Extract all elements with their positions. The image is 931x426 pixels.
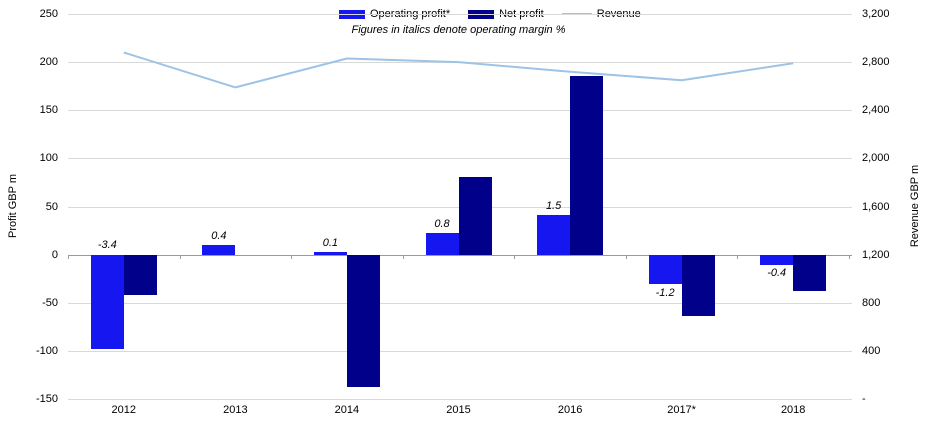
category-boundary-tick — [514, 254, 516, 259]
bar-operating-profit — [648, 254, 682, 285]
bar-operating-profit — [313, 251, 347, 255]
left-axis-tick-label: 150 — [39, 104, 58, 117]
category-boundary-tick — [179, 254, 181, 259]
operating-margin-label: 0.4 — [211, 230, 227, 242]
gridline — [68, 399, 852, 400]
right-axis-tick-label: 3,200 — [862, 8, 890, 20]
right-axis-tick-label: 2,000 — [862, 152, 890, 165]
category-boundary-tick — [68, 254, 69, 259]
bar-operating-profit — [202, 245, 236, 255]
chart-subtitle: Figures in italics denote operating marg… — [351, 24, 566, 36]
gridline — [68, 14, 852, 15]
operating-margin-label: -0.4 — [767, 267, 787, 280]
operating-margin-label: -3.4 — [97, 238, 117, 251]
bar-net-profit — [346, 254, 380, 388]
right-axis-tick-label: - — [862, 393, 866, 405]
bar-net-profit — [458, 176, 492, 255]
operating-margin-label: -1.2 — [655, 286, 675, 299]
operating-margin-label: 0.8 — [434, 217, 450, 230]
left-axis-tick-label: -100 — [35, 344, 58, 357]
right-axis-tick-label: 2,400 — [862, 104, 890, 117]
category-boundary-tick — [849, 254, 850, 259]
bar-net-profit — [570, 75, 604, 255]
x-axis-year-label: 2013 — [223, 404, 248, 416]
left-axis-tick-label: 50 — [45, 200, 58, 213]
right-axis-tick-label: 400 — [862, 344, 881, 357]
gridline — [68, 302, 852, 304]
left-axis-tick-label: 250 — [39, 8, 58, 20]
operating-margin-label: 1.5 — [545, 200, 562, 213]
bar-net-profit — [793, 254, 827, 292]
revenue-line — [123, 51, 794, 89]
x-axis-year-label: 2016 — [557, 404, 583, 416]
right-axis-tick-label: 2,800 — [862, 56, 890, 69]
bar-net-profit — [123, 254, 157, 295]
left-axis-tick-label: -50 — [42, 296, 58, 309]
gridline — [68, 110, 852, 112]
x-axis-year-label: 2017* — [667, 404, 696, 416]
bar-operating-profit — [760, 254, 794, 266]
operating-margin-label: 0.1 — [322, 236, 339, 249]
right-axis-tick-label: 1,600 — [862, 200, 890, 213]
right-axis-tick-label: 800 — [862, 296, 881, 309]
bar-operating-profit — [537, 215, 571, 255]
category-boundary-tick — [402, 254, 404, 259]
category-boundary-tick — [625, 254, 627, 259]
category-boundary-tick — [291, 254, 293, 259]
x-axis-year-label: 2018 — [780, 404, 806, 416]
gridline — [68, 158, 852, 160]
x-axis-year-label: 2012 — [111, 404, 137, 416]
left-axis-tick-label: 100 — [39, 152, 58, 165]
right-axis-tick-label: 1,200 — [862, 248, 890, 261]
x-axis-year-label: 2015 — [446, 404, 471, 416]
bar-net-profit — [681, 254, 715, 317]
x-axis-year-label: 2014 — [334, 404, 360, 416]
category-boundary-tick — [737, 254, 739, 259]
zero-line — [68, 254, 852, 256]
left-axis-tick-label: 0 — [51, 248, 58, 261]
left-axis-tick-label: 200 — [39, 56, 58, 69]
gridline — [68, 350, 852, 352]
left-axis-tick-label: -150 — [35, 393, 58, 405]
gridline — [68, 62, 852, 64]
bar-operating-profit — [425, 232, 459, 255]
bar-operating-profit — [90, 254, 124, 349]
